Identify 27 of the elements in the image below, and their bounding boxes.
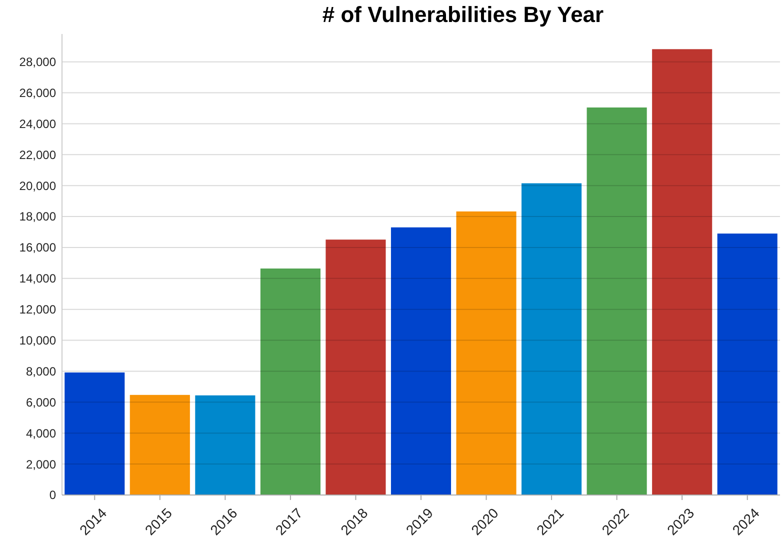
- bar: [390, 227, 452, 495]
- chart-title: # of Vulnerabilities By Year: [322, 2, 604, 27]
- y-tick-label: 20,000: [19, 178, 56, 193]
- y-tick-label: 28,000: [19, 55, 56, 70]
- bar: [326, 240, 386, 495]
- y-tick-label: 14,000: [19, 272, 56, 286]
- y-tick-label: 2,000: [26, 457, 56, 472]
- bar: [456, 211, 516, 495]
- y-tick-label: 8,000: [26, 364, 56, 378]
- bar: [522, 183, 582, 495]
- bar: [195, 395, 256, 495]
- bar: [130, 394, 190, 495]
- bar: [260, 268, 320, 495]
- y-tick-label: 12,000: [19, 302, 56, 317]
- y-tick-label: 4,000: [26, 426, 56, 440]
- y-tick-label: 16,000: [19, 240, 56, 255]
- bar: [717, 234, 778, 495]
- y-tick-label: 6,000: [26, 395, 56, 410]
- y-tick-label: 0: [49, 488, 56, 502]
- y-tick-label: 24,000: [19, 116, 56, 131]
- bar: [64, 372, 125, 495]
- bar: [586, 107, 647, 495]
- y-tick-label: 26,000: [19, 86, 56, 100]
- y-tick-label: 22,000: [19, 148, 56, 162]
- bar: [652, 49, 712, 495]
- y-tick-label: 10,000: [19, 334, 56, 348]
- y-tick-label: 18,000: [19, 210, 56, 224]
